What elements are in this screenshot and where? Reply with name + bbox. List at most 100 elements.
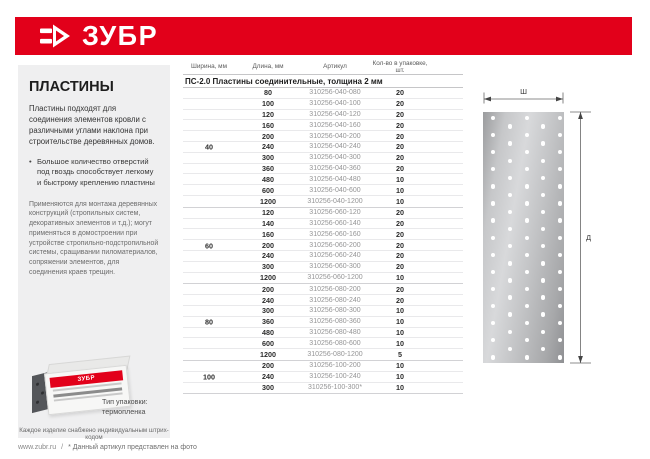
plate-hole [557,321,563,326]
table-row: 360 310256-040-360 20 [183,164,463,175]
length-cell: 80 [264,88,272,98]
length-cell: 100 [262,99,274,109]
plate-hole [540,226,546,232]
length-cell: 240 [262,251,274,261]
length-cell: 480 [262,174,274,184]
width-dimension: Ш [483,87,564,104]
plate-hole [524,184,530,189]
table-row: 300 310256-060-300 20 [183,262,463,273]
table-row: 200 310256-080-200 20 [183,284,463,296]
arrow-right-icon [556,96,563,102]
section-title: ПС-2.0 Пластины соединительные, толщина … [183,74,463,88]
qty-cell: 20 [396,99,404,109]
brand-header: ЗУБР [15,17,632,55]
plate-hole [557,150,563,155]
length-cell: 200 [262,361,274,371]
qty-cell: 20 [396,218,404,228]
qty-cell: 10 [396,185,404,195]
article-cell: 310256-040-200 [309,132,361,140]
feature-text: Большое количество отверстий под гвоздь … [37,156,155,187]
article-cell: 310256-060-200 [309,241,361,249]
table-row: 240 310256-100-240 10 [183,372,463,383]
table-row: 1200 310256-080-1200 5 [183,349,463,360]
article-cell: 310256-060-300 [309,263,361,271]
article-cell: 310256-060-240 [309,252,361,260]
qty-cell: 10 [396,317,404,327]
plate-hole [490,338,496,343]
plate-hole [540,192,546,198]
length-cell: 1200 [260,350,276,360]
length-cell: 600 [262,338,274,348]
plate-hole [507,209,513,215]
qty-cell: 20 [396,295,404,305]
qty-cell: 10 [396,383,404,393]
article-cell: 310256-040-360 [309,164,361,172]
plate-hole [557,252,563,257]
plate-hole [557,201,563,206]
plate-hole [507,346,513,352]
length-cell: 200 [262,131,274,141]
plate-hole [524,321,530,326]
col-header-width: Ширина, мм [191,63,227,70]
photo-footnote: * Данный артикул представлен на фото [68,444,197,451]
product-description: Пластины подходят для соединения элемент… [29,104,155,146]
page-footer: www.zubr.ru / * Данный артикул представл… [18,444,197,451]
plate-hole [557,286,563,292]
length-cell: 200 [262,284,274,294]
width-dimension-label: Ш [520,87,527,96]
plate-hole [507,192,513,198]
width-value: 40 [205,142,213,152]
length-cell: 480 [262,327,274,337]
table-row: 300 310256-040-300 20 [183,153,463,164]
article-cell: 310256-060-140 [309,219,361,227]
brand-name: ЗУБР [82,20,159,51]
plate-hole [490,201,496,206]
length-cell: 300 [262,306,274,316]
plate-hole [540,329,546,334]
plate-hole [490,184,496,189]
footer-separator: / [61,444,64,451]
table-row: 160 310256-060-160 20 [183,229,463,241]
plate-hole [507,278,513,283]
length-cell: 120 [262,109,274,119]
length-dimension-label: Д [586,233,591,242]
plate-hole [507,141,513,146]
plate-hole [507,244,513,249]
plate-hole [490,150,496,155]
plate-hole [490,167,496,172]
page-title: ПЛАСТИНЫ [29,79,114,95]
length-cell: 140 [262,218,274,228]
plate-hole [524,286,530,292]
plate-hole [540,244,546,249]
table-row: 100 310256-040-100 20 [183,99,463,110]
col-header-qty: Кол-во в упаковке, шт. [372,59,428,74]
qty-cell: 20 [396,131,404,141]
qty-cell: 20 [396,88,404,98]
plate-hole [490,235,496,240]
plate-hole [524,252,530,257]
plate-hole [490,321,496,326]
table-row: 1200 310256-040-1200 10 [183,196,463,207]
table-row: 600 310256-040-600 10 [183,185,463,196]
length-cell: 160 [262,120,274,130]
plate-hole [557,184,563,189]
width-value: 60 [205,241,213,251]
article-cell: 310256-040-240 [309,143,361,151]
arrow-down-icon [578,356,583,363]
qty-cell: 10 [396,327,404,337]
plate-hole [490,115,496,121]
article-cell: 310256-060-160 [309,230,361,238]
length-cell: 240 [262,295,274,305]
spec-table: Ширина, мм Длина, мм Артикул Кол-во в уп… [183,59,463,395]
plate-hole [524,115,530,121]
table-row: 240 310256-060-240 20 [183,251,463,262]
plate-hole [490,218,496,223]
table-row: 200 310256-100-200 10 [183,361,463,372]
arrow-up-icon [578,112,583,119]
plate-hole [557,132,563,138]
table-row: 300 310256-080-300 10 [183,306,463,317]
length-cell: 300 [262,153,274,163]
qty-cell: 20 [396,153,404,163]
article-cell: 310256-040-600 [309,186,361,194]
length-cell: 1200 [260,196,276,206]
